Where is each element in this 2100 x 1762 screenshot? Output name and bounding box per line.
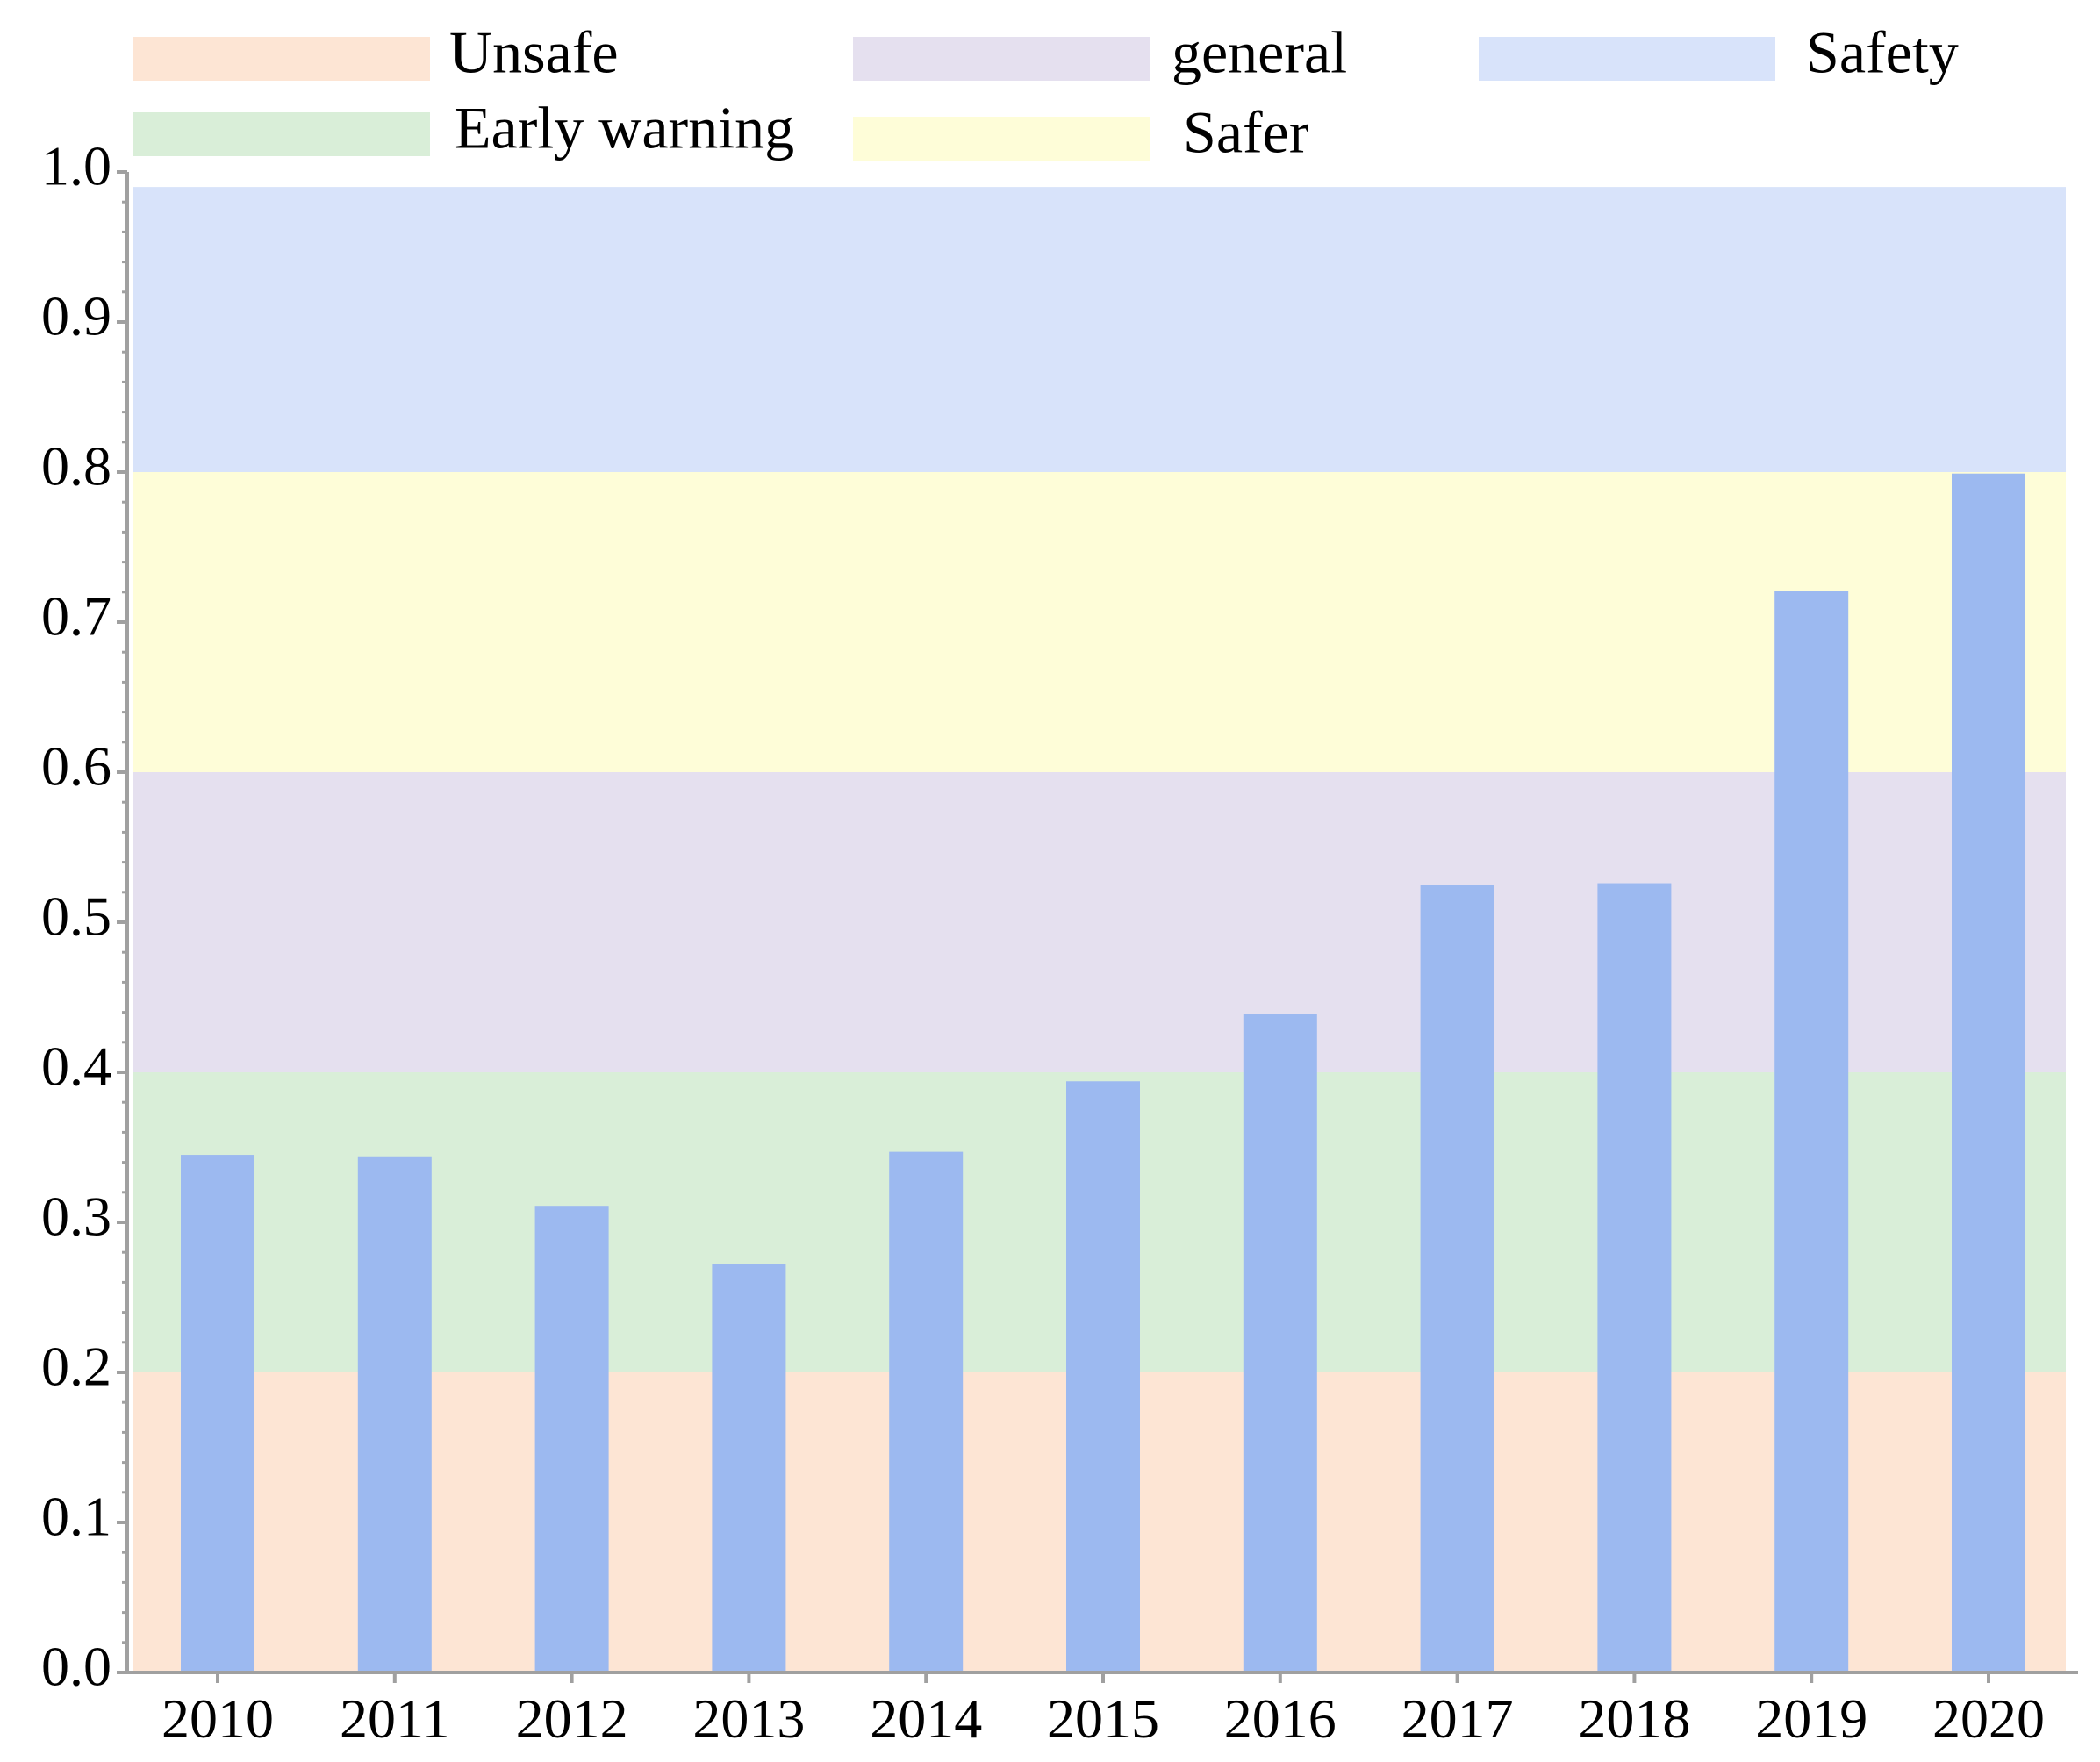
x-tick-label: 2011 [340,1687,450,1750]
legend-label-general: general [1172,19,1347,86]
legend-label-early-warning: Early warning [455,95,794,161]
y-tick-label: 0.1 [41,1486,111,1548]
x-tick-label: 2010 [161,1687,274,1750]
x-tick-label: 2019 [1755,1687,1867,1750]
x-tick-label: 2017 [1401,1687,1514,1750]
legend-swatch-unsafe [133,37,430,81]
y-tick-label: 0.5 [41,885,111,948]
y-tick-label: 0.7 [41,585,111,648]
x-tick-label: 2013 [692,1687,805,1750]
legend-label-safer: Safer [1183,99,1309,166]
bar-2018 [1597,883,1672,1672]
legend-label-safety: Safety [1806,19,1959,86]
bar-2016 [1243,1014,1317,1672]
bar-2017 [1420,885,1494,1672]
x-tick-label: 2015 [1047,1687,1159,1750]
legend-swatch-safer [853,117,1150,161]
y-tick-label: 0.8 [41,435,111,498]
bar-2019 [1774,591,1849,1672]
bar-2015 [1066,1081,1140,1672]
bar-2013 [712,1264,786,1672]
legend-swatch-early-warning [133,112,430,156]
y-tick-label: 0.3 [41,1185,111,1248]
bar-2014 [889,1151,964,1672]
bar-2012 [534,1206,609,1672]
y-tick-label: 0.2 [41,1336,111,1398]
bar-series [181,473,2025,1673]
x-axis-ticks: 2010 2011 2012 2013 2014 2015 2016 2017 2018 2019… [161,1672,2045,1750]
band-safer [133,472,2066,772]
x-tick-label: 2018 [1578,1687,1690,1750]
y-tick-label: 0.0 [41,1636,111,1698]
y-axis-ticks: 0.0 0.1 0.2 0.3 0.4 0.5 0.6 0.7 0.8 0.9 1.0 [41,135,127,1698]
y-tick-label: 0.9 [41,285,111,347]
band-general [133,772,2066,1072]
legend-swatch-safety [1479,37,1775,81]
x-tick-label: 2020 [1932,1687,2045,1750]
bar-2011 [357,1156,432,1672]
legend: Unsafe general Safety Early warning Safer [133,19,1959,166]
y-tick-label: 0.6 [41,735,111,798]
legend-label-unsafe: Unsafe [449,19,619,86]
y-tick-label: 0.4 [41,1035,111,1098]
x-tick-label: 2012 [516,1687,628,1750]
band-safety [133,187,2066,472]
x-tick-label: 2014 [870,1687,982,1750]
y-tick-label: 1.0 [41,135,111,197]
bar-2020 [1952,473,2025,1673]
bar-2010 [181,1155,254,1672]
legend-swatch-general [853,37,1150,81]
x-tick-label: 2016 [1224,1687,1337,1750]
